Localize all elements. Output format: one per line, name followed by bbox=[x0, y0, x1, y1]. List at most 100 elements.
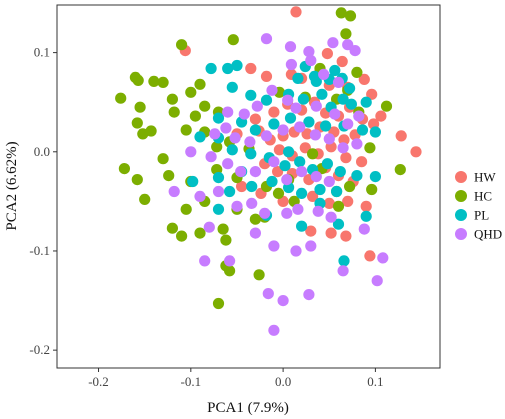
data-point bbox=[131, 117, 143, 129]
data-point bbox=[292, 72, 304, 84]
data-point bbox=[231, 59, 243, 72]
data-point bbox=[360, 210, 372, 222]
data-point bbox=[310, 100, 322, 112]
data-point bbox=[369, 171, 381, 183]
data-point bbox=[364, 250, 376, 262]
data-point bbox=[342, 118, 354, 130]
data-point bbox=[301, 128, 313, 140]
data-point bbox=[249, 227, 261, 239]
legend-key-hw bbox=[455, 171, 467, 183]
data-point bbox=[332, 76, 345, 88]
data-point bbox=[285, 58, 297, 71]
data-point bbox=[211, 141, 223, 153]
data-point bbox=[205, 62, 217, 75]
data-point bbox=[185, 146, 197, 158]
data-point bbox=[246, 180, 258, 193]
data-point bbox=[307, 190, 319, 202]
data-point bbox=[337, 142, 349, 154]
data-point bbox=[157, 76, 169, 88]
data-point bbox=[358, 73, 370, 85]
legend-key-hc bbox=[455, 190, 467, 202]
data-point bbox=[364, 142, 376, 154]
data-point bbox=[163, 170, 175, 182]
data-point bbox=[199, 255, 211, 267]
data-point bbox=[340, 28, 352, 40]
data-point bbox=[310, 171, 322, 183]
data-point bbox=[290, 245, 302, 257]
data-point bbox=[329, 108, 341, 120]
data-point bbox=[176, 39, 188, 51]
x-tick-label: 0.0 bbox=[275, 374, 291, 389]
data-point bbox=[168, 106, 180, 118]
data-point bbox=[377, 252, 389, 264]
data-point bbox=[224, 185, 236, 198]
data-point bbox=[338, 255, 350, 267]
data-point bbox=[222, 62, 234, 75]
data-point bbox=[305, 225, 317, 237]
x-tick-label: -0.1 bbox=[181, 374, 202, 389]
data-point bbox=[180, 203, 192, 215]
data-point bbox=[297, 93, 309, 105]
data-point bbox=[320, 120, 332, 132]
data-point bbox=[351, 138, 363, 150]
data-point bbox=[203, 221, 215, 233]
data-point bbox=[260, 130, 273, 142]
data-point bbox=[251, 100, 263, 112]
data-point bbox=[176, 230, 188, 242]
data-point bbox=[321, 158, 333, 170]
data-point bbox=[321, 48, 333, 60]
data-point bbox=[131, 174, 143, 186]
data-point bbox=[217, 223, 229, 235]
data-point bbox=[268, 324, 280, 336]
data-point bbox=[220, 234, 232, 246]
data-point bbox=[189, 110, 201, 122]
data-point bbox=[148, 75, 160, 87]
data-point bbox=[332, 200, 345, 212]
data-point bbox=[380, 100, 393, 112]
data-point bbox=[305, 240, 317, 252]
data-point bbox=[366, 183, 378, 196]
data-point bbox=[410, 146, 422, 158]
data-point bbox=[307, 148, 319, 160]
data-point bbox=[323, 197, 335, 209]
data-point bbox=[118, 163, 130, 175]
data-point bbox=[356, 124, 369, 136]
y-axis-title: PCA2 (6.62%) bbox=[4, 141, 20, 230]
data-point bbox=[212, 185, 225, 198]
data-point bbox=[344, 180, 356, 193]
y-tick-label: -0.1 bbox=[29, 243, 50, 258]
data-point bbox=[222, 106, 234, 118]
data-point bbox=[337, 93, 349, 105]
data-point bbox=[145, 125, 157, 137]
data-point bbox=[345, 98, 357, 110]
data-point bbox=[325, 211, 337, 223]
data-point bbox=[187, 175, 199, 188]
data-point bbox=[335, 7, 347, 19]
series-qhd bbox=[168, 33, 389, 336]
data-point bbox=[340, 230, 352, 242]
data-point bbox=[249, 166, 261, 178]
data-point bbox=[231, 200, 243, 212]
data-point bbox=[284, 41, 297, 53]
data-point bbox=[134, 101, 146, 113]
data-point bbox=[262, 288, 274, 300]
data-point bbox=[284, 112, 297, 124]
x-tick-label: -0.2 bbox=[88, 374, 109, 389]
data-point bbox=[283, 146, 295, 158]
data-point bbox=[314, 183, 326, 196]
data-point bbox=[358, 223, 370, 235]
data-point bbox=[185, 86, 197, 98]
data-point bbox=[296, 187, 308, 199]
data-point bbox=[316, 88, 328, 100]
data-point bbox=[180, 124, 192, 136]
data-point bbox=[235, 166, 247, 178]
data-point bbox=[194, 227, 206, 239]
data-point bbox=[245, 89, 257, 101]
y-tick-label: -0.2 bbox=[29, 342, 50, 357]
data-point bbox=[272, 187, 285, 199]
data-point bbox=[268, 156, 280, 168]
data-point bbox=[268, 106, 280, 118]
data-point bbox=[260, 70, 273, 82]
data-point bbox=[222, 158, 234, 170]
